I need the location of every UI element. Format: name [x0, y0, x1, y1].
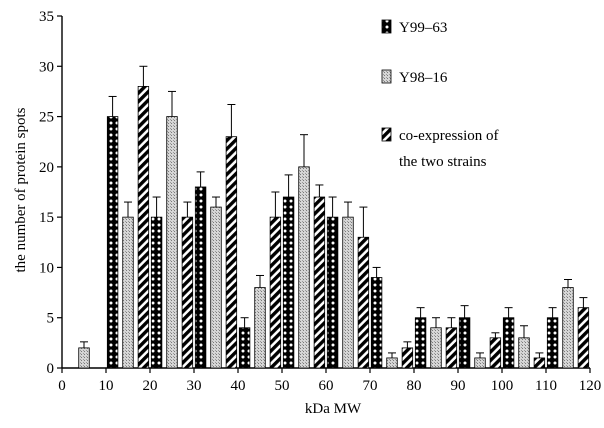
bar-2-35	[210, 206, 222, 369]
legend-swatch-3	[381, 127, 392, 142]
legend: Y99–63 Y98–16 co-expression of the two stra…	[381, 19, 499, 170]
y-tick-label: 35	[39, 9, 54, 25]
bar-3-85	[445, 327, 458, 369]
bar-1-115	[546, 317, 559, 369]
bar-1-65	[326, 216, 339, 369]
bar-3-65	[357, 236, 370, 369]
bar-1-25	[150, 216, 163, 369]
axes	[57, 15, 591, 373]
bar-2-15	[122, 216, 134, 369]
x-tick-label: 0	[58, 378, 66, 394]
x-tick-label: 70	[363, 378, 378, 394]
y-tick-label: 25	[39, 110, 54, 126]
bar-3-15	[137, 86, 150, 369]
y-axis-title: the number of protein spots	[13, 107, 29, 272]
y-tick-label: 5	[47, 311, 55, 327]
x-tick-label: 20	[143, 378, 158, 394]
legend-label-3: co-expression of	[399, 128, 499, 144]
bar-2-95	[474, 357, 486, 369]
x-tick-label: 120	[579, 378, 602, 394]
y-tick-label: 15	[39, 210, 54, 226]
tick-labels: 0 5 10 15 20 25 30 35 0 10 20 30 40 50 60 70 80 90 100 110 1…	[39, 9, 601, 394]
bar-1-45	[238, 327, 251, 369]
bar-2-85	[430, 327, 442, 369]
bar-2-55	[298, 166, 310, 369]
x-tick-label: 110	[535, 378, 557, 394]
bar-3-115	[577, 307, 590, 369]
y-tick-label: 30	[39, 59, 54, 75]
legend-label-2: Y98–16	[399, 70, 448, 86]
bar-2-25	[166, 116, 178, 369]
bar-1-95	[458, 317, 471, 369]
bar-3-55	[313, 196, 326, 369]
bar-3-45	[269, 216, 282, 369]
x-tick-label: 90	[451, 378, 466, 394]
x-tick-label: 10	[99, 378, 114, 394]
legend-swatch-1	[381, 19, 392, 34]
y-tick-label: 20	[39, 160, 54, 176]
bar-2-45	[254, 287, 266, 369]
bar-3-25	[181, 216, 194, 369]
bar-2-115	[562, 287, 574, 369]
legend-label-1: Y99–63	[399, 20, 447, 36]
bar-2-75	[386, 357, 398, 369]
bar-3-105	[533, 357, 546, 369]
bar-1-75	[370, 277, 383, 369]
legend-swatch-2	[381, 69, 392, 84]
x-tick-label: 50	[275, 378, 290, 394]
y-tick-label: 10	[39, 260, 54, 276]
bar-1-55	[282, 196, 295, 369]
x-axis-title: kDa MW	[305, 401, 362, 417]
y-tick-label: 0	[47, 361, 55, 377]
bar-1-35	[194, 186, 207, 369]
bar-3-95	[489, 337, 502, 369]
x-tick-label: 40	[231, 378, 246, 394]
bar-2-5	[78, 347, 90, 369]
bar-3-35	[225, 136, 238, 369]
bar-1-105	[502, 317, 515, 369]
bar-2-65	[342, 216, 354, 369]
x-tick-label: 80	[407, 378, 422, 394]
bars	[78, 65, 590, 369]
x-tick-label: 30	[187, 378, 202, 394]
bar-2-105	[518, 337, 530, 369]
bar-3-75	[401, 347, 414, 369]
bar-1-85	[414, 317, 427, 369]
x-tick-label: 60	[319, 378, 334, 394]
x-tick-label: 100	[491, 378, 514, 394]
legend-label-3: the two strains	[399, 154, 487, 170]
bar-1-15	[106, 116, 119, 369]
